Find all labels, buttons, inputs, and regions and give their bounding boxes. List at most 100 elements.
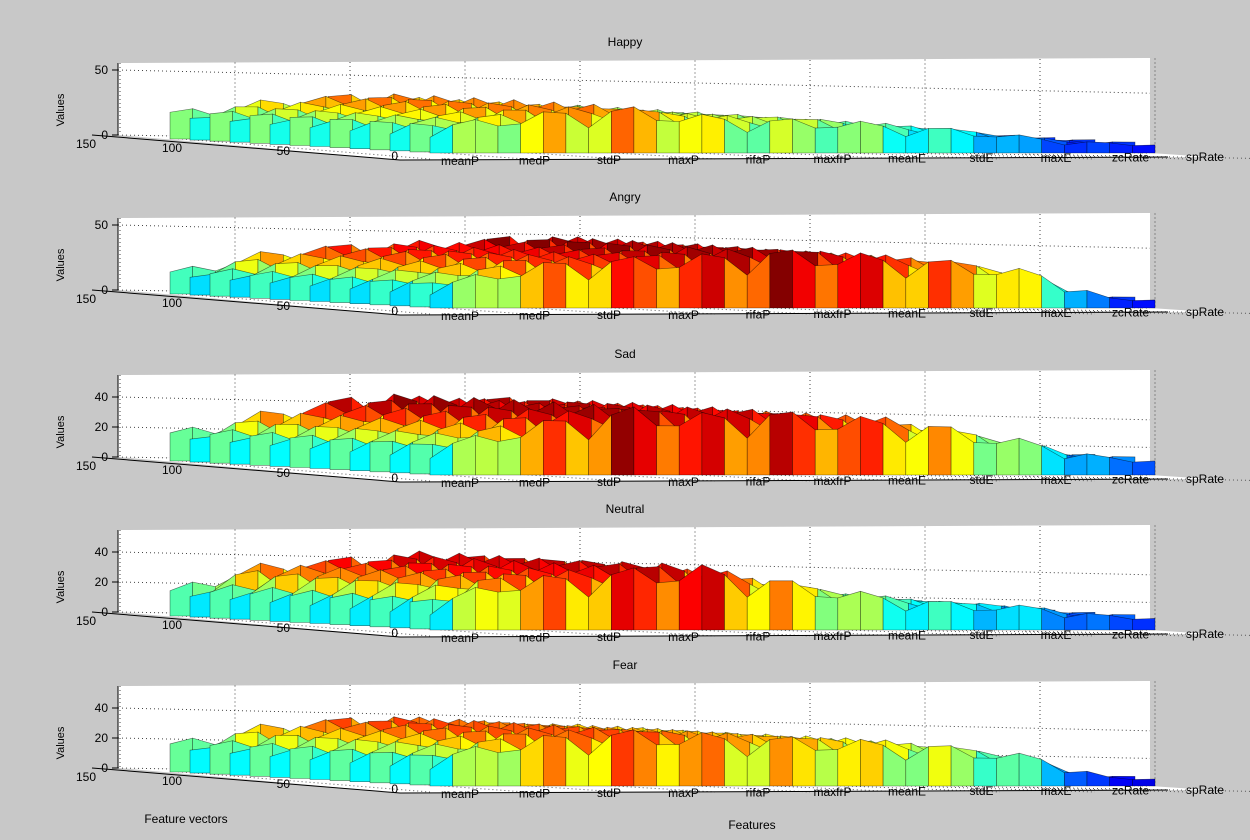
feature-tick-label: meanP [441, 154, 479, 168]
surface-facet [1064, 770, 1088, 787]
feature-tick-label: maxfrP [813, 785, 851, 799]
surface-facet [289, 434, 314, 468]
floor-gridline [929, 473, 1191, 482]
floor-gridline [644, 146, 906, 160]
surface-facet [329, 118, 354, 148]
surface-facet [249, 271, 274, 299]
surface-facet [249, 113, 274, 144]
surface-facet [542, 111, 567, 154]
surface-facet [928, 259, 952, 309]
surface-facet [474, 435, 499, 476]
floor-gridline [1024, 308, 1250, 314]
surface-facet [860, 590, 884, 631]
z-axis-label: Values [55, 726, 67, 759]
z-gridline [117, 707, 1151, 732]
floor-gridline [739, 470, 1001, 482]
bottom-left-label: Feature vectors [144, 812, 227, 826]
feature-tick-label: stdE [969, 473, 993, 487]
feature-axis [399, 789, 1169, 794]
feature-axis [399, 633, 1169, 638]
z-tick-label: 0 [101, 605, 108, 619]
surface-facet [369, 279, 394, 306]
surface-facet [409, 122, 434, 153]
feature-tick-label: maxP [668, 308, 699, 322]
surface-facet [610, 406, 635, 476]
floor-gridline [1024, 153, 1250, 159]
surface-facet [1132, 778, 1156, 787]
depth-tick-label: 100 [162, 774, 182, 788]
depth-axis [91, 134, 401, 161]
feature-tick-label: zcRate [1112, 627, 1150, 641]
bottom-center-label: Features [728, 818, 775, 832]
z-axis-label: Values [55, 570, 67, 603]
surface-facet [973, 135, 997, 154]
feature-tick-label: rifaP [746, 474, 771, 488]
floor-gridline [929, 151, 1191, 160]
feature-axis [399, 156, 1169, 161]
surface-facet [1132, 460, 1156, 476]
feature-tick-label: rifaP [746, 307, 771, 321]
feature-tick-label: spRate [1186, 627, 1224, 641]
surface-facet [610, 106, 635, 154]
surface-facet [474, 746, 499, 787]
depth-axis [91, 767, 401, 794]
depth-tick-label: 150 [76, 292, 96, 306]
z-gridline [117, 551, 1151, 576]
panel-title: Happy [608, 35, 643, 49]
surface-facet [973, 609, 997, 631]
surface-facet [973, 757, 997, 787]
surface-facet [229, 437, 253, 465]
feature-tick-label: meanE [888, 307, 926, 321]
feature-tick-label: spRate [1186, 150, 1224, 164]
feature-tick-label: zcRate [1112, 783, 1150, 797]
feature-tick-label: meanP [441, 309, 479, 323]
surface-facet [369, 751, 394, 784]
surface-facet [701, 732, 725, 787]
z-tick-label: 0 [101, 283, 108, 297]
surface-facet [814, 428, 839, 476]
surface-facet [973, 273, 997, 309]
surface-facet [329, 592, 354, 625]
surface-facet [1086, 613, 1110, 631]
surface-facet [369, 440, 394, 473]
floor-gridline [1024, 475, 1250, 481]
z-axis-label: Values [55, 248, 67, 281]
feature-tick-label: medP [519, 631, 550, 645]
surface-facet [610, 567, 635, 631]
depth-tick-label: 50 [277, 299, 291, 313]
surface-facet [409, 599, 434, 630]
surface-facet [542, 735, 567, 787]
surface-facet [542, 575, 567, 631]
surface-facet [973, 442, 997, 476]
floor-gridline [549, 777, 811, 793]
panel-neutral: 0 20 40 Values 150 100 50 0 meanP medP stdP maxP rif… [55, 502, 1250, 645]
z-axis-label: Values [55, 415, 67, 448]
surface-facet [928, 745, 952, 787]
surface-facet [610, 729, 635, 787]
feature-tick-label: meanE [888, 474, 926, 488]
surface-facet [769, 118, 793, 154]
floor-gridline [929, 306, 1191, 315]
feature-tick-label: meanE [888, 785, 926, 799]
surface-facet [1018, 604, 1042, 631]
surface-facet [409, 282, 434, 308]
surface-facet [289, 116, 314, 146]
surface-facet [656, 120, 680, 154]
floor-gridline [549, 621, 811, 637]
z-tick-label: 20 [95, 420, 109, 434]
z-tick-label: 50 [95, 218, 109, 232]
surface-facet [289, 589, 314, 623]
surface-facet [542, 420, 567, 476]
depth-tick-label: 0 [391, 304, 398, 318]
surface-facet [189, 436, 213, 463]
depth-tick-label: 100 [162, 141, 182, 155]
floor-gridline [644, 779, 906, 793]
z-gridline [117, 224, 1151, 249]
floor-gridline [644, 301, 906, 315]
z-tick-label: 0 [101, 450, 108, 464]
surface-facet [837, 590, 861, 631]
surface-facet [769, 411, 793, 476]
feature-tick-label: maxfrP [813, 474, 851, 488]
surface-facet [497, 437, 521, 476]
floor-gridline [739, 303, 1001, 315]
